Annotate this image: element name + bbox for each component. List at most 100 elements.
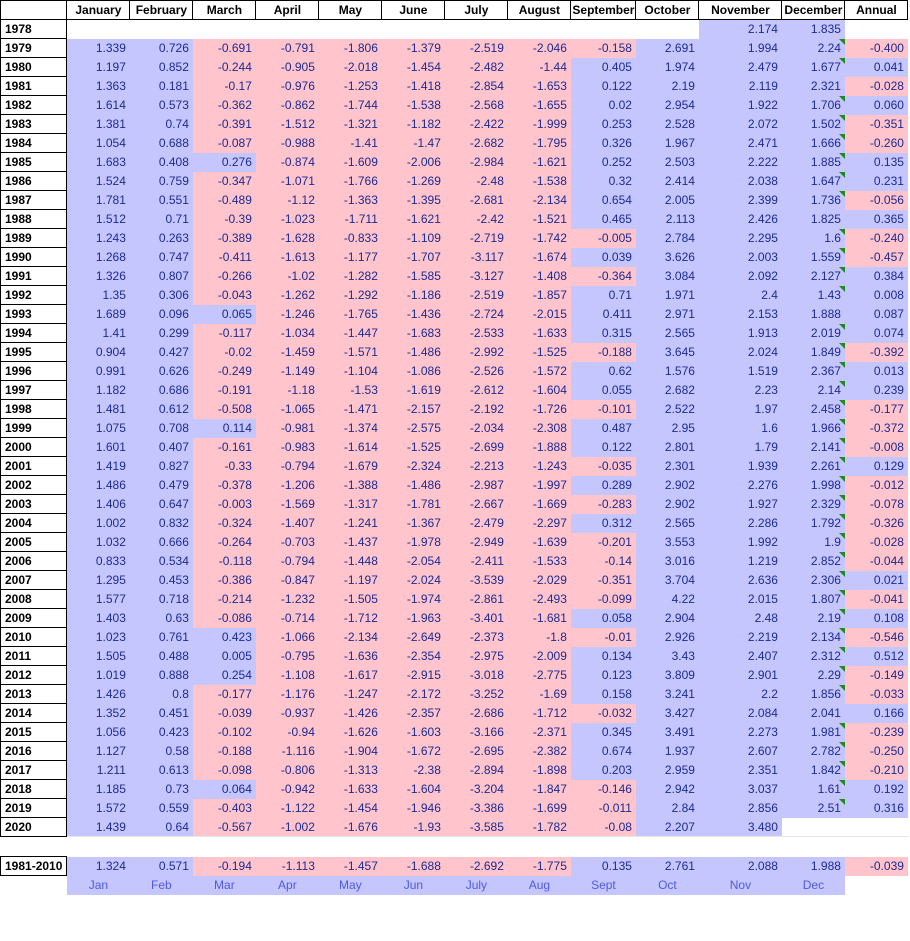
year-cell[interactable]: 1981 <box>0 76 68 96</box>
value-cell[interactable]: 2.286 <box>698 513 782 533</box>
value-cell[interactable]: -1.795 <box>507 133 571 153</box>
value-cell[interactable]: -0.691 <box>192 38 256 58</box>
value-cell[interactable]: 3.037 <box>698 779 782 799</box>
value-cell[interactable]: 0.487 <box>570 418 636 438</box>
value-cell[interactable]: -0.364 <box>570 266 636 286</box>
value-cell[interactable]: 0.166 <box>844 703 908 723</box>
value-cell[interactable]: 0.060 <box>844 95 908 115</box>
year-cell[interactable]: 1980 <box>0 57 68 77</box>
value-cell[interactable]: 0.747 <box>129 247 193 267</box>
value-cell[interactable]: 1.974 <box>635 57 699 77</box>
value-cell[interactable]: -1.571 <box>318 342 382 362</box>
empty-cell[interactable] <box>844 836 908 857</box>
value-cell[interactable]: 3.809 <box>635 665 699 685</box>
value-cell[interactable]: -1.447 <box>318 323 382 343</box>
value-cell[interactable]: 0.571 <box>129 856 193 876</box>
value-cell[interactable]: 0.71 <box>129 209 193 229</box>
value-cell[interactable] <box>635 19 699 39</box>
value-cell[interactable]: -1.436 <box>381 304 445 324</box>
value-cell[interactable]: 2.301 <box>635 456 699 476</box>
value-cell[interactable]: 3.427 <box>635 703 699 723</box>
year-cell[interactable]: 1988 <box>0 209 68 229</box>
value-cell[interactable]: -1.707 <box>381 247 445 267</box>
value-cell[interactable]: 2.367 <box>781 361 845 381</box>
value-cell[interactable]: -1.775 <box>507 856 571 876</box>
value-cell[interactable]: 1.927 <box>698 494 782 514</box>
value-cell[interactable]: 1.426 <box>66 684 130 704</box>
value-cell[interactable]: 1.023 <box>66 627 130 647</box>
value-cell[interactable]: -1.44 <box>507 57 571 77</box>
value-cell[interactable]: -2.519 <box>444 285 508 305</box>
year-cell[interactable]: 1992 <box>0 285 68 305</box>
value-cell[interactable]: 1.211 <box>66 760 130 780</box>
empty-cell[interactable] <box>444 836 508 857</box>
value-cell[interactable]: -2.38 <box>381 760 445 780</box>
value-cell[interactable]: -0.794 <box>255 456 319 476</box>
value-cell[interactable]: -1.071 <box>255 171 319 191</box>
value-cell[interactable]: 2.351 <box>698 760 782 780</box>
value-cell[interactable]: 2.041 <box>781 703 845 723</box>
value-cell[interactable]: -0.210 <box>844 760 908 780</box>
value-cell[interactable]: -3.204 <box>444 779 508 799</box>
value-cell[interactable]: 2.134 <box>781 627 845 647</box>
empty-cell[interactable] <box>698 836 782 857</box>
value-cell[interactable]: -0.146 <box>570 779 636 799</box>
value-cell[interactable] <box>781 817 845 837</box>
value-cell[interactable]: -0.102 <box>192 722 256 742</box>
value-cell[interactable]: 2.207 <box>635 817 699 837</box>
value-cell[interactable]: 0.02 <box>570 95 636 115</box>
value-cell[interactable]: 0.559 <box>129 798 193 818</box>
year-cell[interactable]: 1987 <box>0 190 68 210</box>
value-cell[interactable]: -0.489 <box>192 190 256 210</box>
value-cell[interactable]: 2.682 <box>635 380 699 400</box>
value-cell[interactable]: -0.02 <box>192 342 256 362</box>
value-cell[interactable]: 1.127 <box>66 741 130 761</box>
value-cell[interactable]: -0.158 <box>570 38 636 58</box>
value-cell[interactable]: -1.525 <box>381 437 445 457</box>
year-cell[interactable]: 2006 <box>0 551 68 571</box>
value-cell[interactable]: -2.519 <box>444 38 508 58</box>
value-cell[interactable]: 0.192 <box>844 779 908 799</box>
value-cell[interactable]: 1.559 <box>781 247 845 267</box>
value-cell[interactable]: 2.2 <box>698 684 782 704</box>
value-cell[interactable]: -1.437 <box>318 532 382 552</box>
value-cell[interactable]: 1.677 <box>781 57 845 77</box>
value-cell[interactable]: -2.568 <box>444 95 508 115</box>
value-cell[interactable]: -1.679 <box>318 456 382 476</box>
value-cell[interactable]: 0.129 <box>844 456 908 476</box>
year-cell[interactable]: 1991 <box>0 266 68 286</box>
value-cell[interactable]: -1.459 <box>255 342 319 362</box>
value-cell[interactable]: 1.666 <box>781 133 845 153</box>
value-cell[interactable]: -2.018 <box>318 57 382 77</box>
value-cell[interactable]: -2.172 <box>381 684 445 704</box>
year-cell[interactable]: 1997 <box>0 380 68 400</box>
value-cell[interactable]: 0.58 <box>129 741 193 761</box>
value-cell[interactable]: -0.266 <box>192 266 256 286</box>
value-cell[interactable]: -0.003 <box>192 494 256 514</box>
column-header-july[interactable]: July <box>444 0 509 20</box>
value-cell[interactable]: 1.807 <box>781 589 845 609</box>
value-cell[interactable]: -2.48 <box>444 171 508 191</box>
value-cell[interactable]: -1.538 <box>381 95 445 115</box>
value-cell[interactable]: -1.898 <box>507 760 571 780</box>
value-cell[interactable]: 0.134 <box>570 646 636 666</box>
value-cell[interactable]: 2.954 <box>635 95 699 115</box>
value-cell[interactable]: 2.959 <box>635 760 699 780</box>
value-cell[interactable]: -1.486 <box>381 342 445 362</box>
value-cell[interactable]: -2.861 <box>444 589 508 609</box>
value-cell[interactable]: 1.185 <box>66 779 130 799</box>
value-cell[interactable]: -1.688 <box>381 856 445 876</box>
value-cell[interactable]: 1.519 <box>698 361 782 381</box>
value-cell[interactable]: 1.781 <box>66 190 130 210</box>
empty-cell[interactable] <box>570 836 636 857</box>
value-cell[interactable]: 2.426 <box>698 209 782 229</box>
column-header-september[interactable]: September <box>570 0 637 20</box>
value-cell[interactable]: -1.241 <box>318 513 382 533</box>
value-cell[interactable]: 1.439 <box>66 817 130 837</box>
value-cell[interactable]: -3.018 <box>444 665 508 685</box>
value-cell[interactable]: -2.949 <box>444 532 508 552</box>
value-cell[interactable]: 3.016 <box>635 551 699 571</box>
month-abbrev-cell[interactable]: Sept <box>570 875 636 895</box>
value-cell[interactable]: -0.032 <box>570 703 636 723</box>
value-cell[interactable]: -2.649 <box>381 627 445 647</box>
